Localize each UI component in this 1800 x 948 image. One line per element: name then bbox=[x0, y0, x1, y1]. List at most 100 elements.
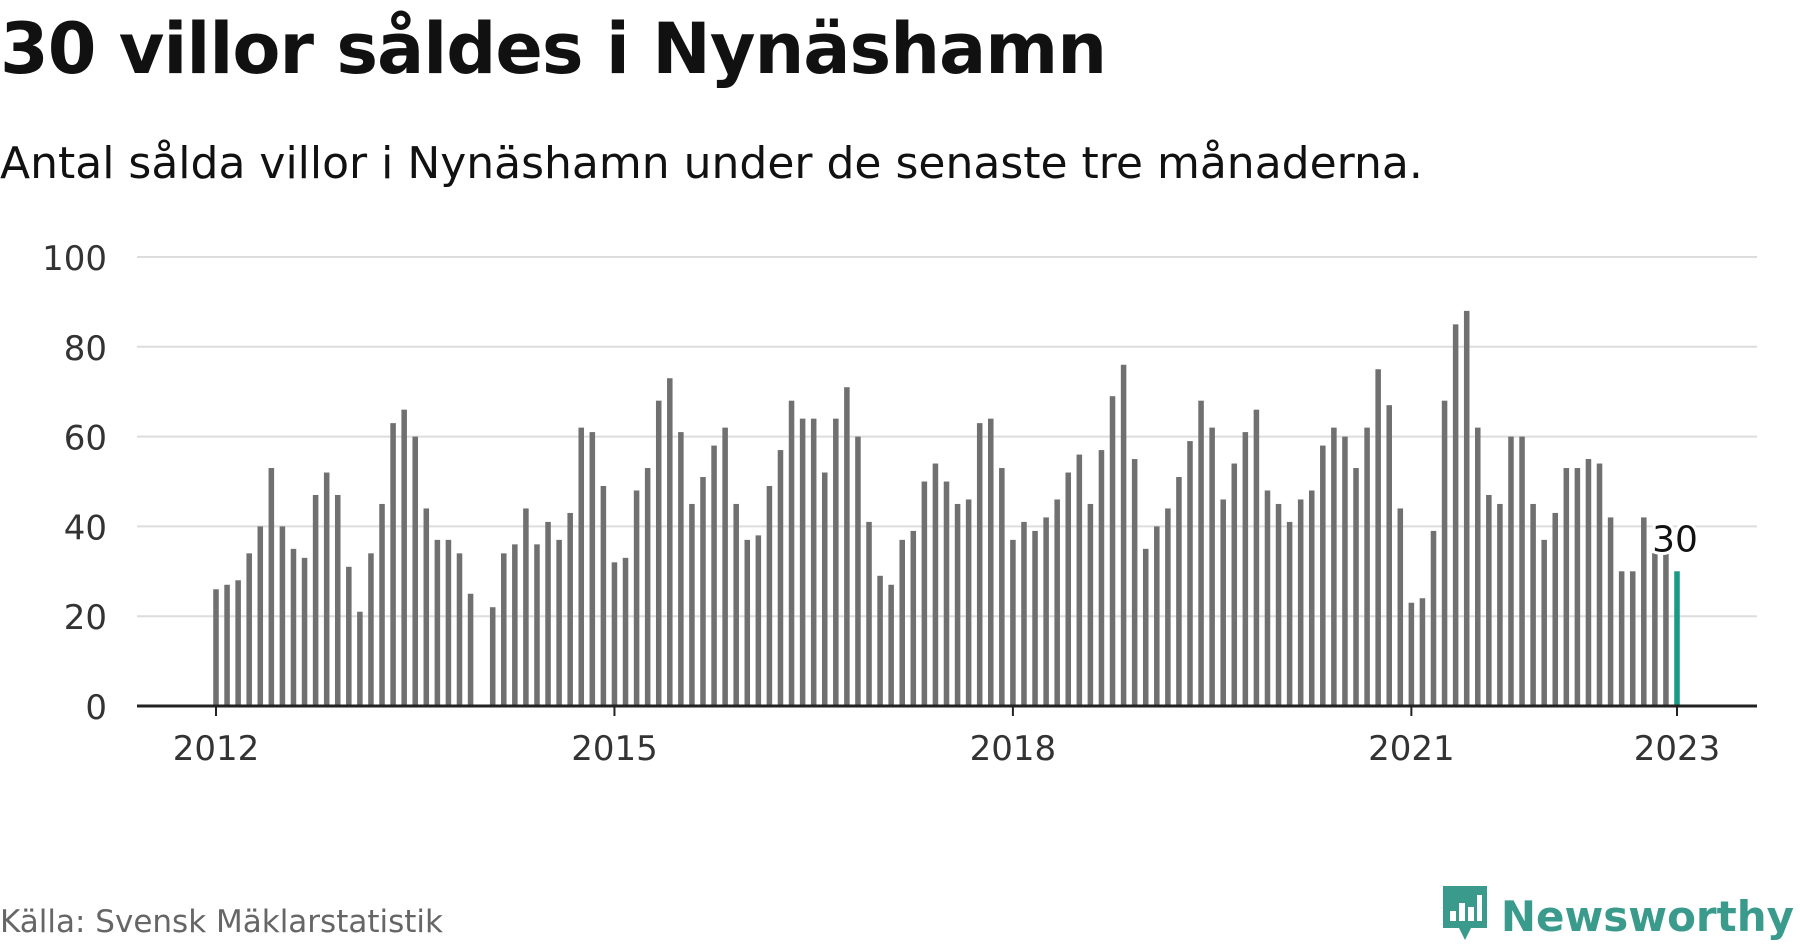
y-tick-label: 40 bbox=[64, 508, 107, 548]
bar bbox=[235, 580, 241, 706]
bar bbox=[567, 512, 573, 706]
bar bbox=[611, 562, 618, 706]
bar bbox=[766, 485, 773, 706]
x-tick-label: 2023 bbox=[1634, 729, 1721, 769]
bar bbox=[1043, 517, 1049, 706]
y-tick-label: 20 bbox=[64, 598, 107, 638]
y-axis-tick-labels: 0 20 40 60 80 100 bbox=[42, 239, 107, 728]
bar bbox=[1331, 427, 1337, 706]
bar bbox=[1231, 463, 1238, 706]
y-tick-label: 60 bbox=[64, 419, 107, 459]
bar bbox=[733, 503, 739, 706]
bar bbox=[622, 557, 629, 706]
bar bbox=[1397, 508, 1404, 706]
bar bbox=[899, 539, 905, 706]
bar bbox=[788, 400, 795, 706]
bar bbox=[1120, 364, 1127, 706]
x-tick-label: 2018 bbox=[970, 729, 1057, 769]
bar bbox=[1364, 427, 1370, 706]
y-tick-label: 100 bbox=[42, 239, 107, 279]
bar bbox=[1220, 499, 1226, 706]
bar bbox=[512, 544, 518, 706]
bar bbox=[412, 436, 418, 706]
bar bbox=[445, 539, 452, 706]
bar bbox=[1010, 539, 1016, 706]
bar bbox=[700, 477, 706, 706]
bar bbox=[545, 521, 551, 706]
bar bbox=[954, 503, 961, 706]
bar bbox=[1541, 539, 1547, 706]
bar bbox=[777, 450, 784, 706]
bar bbox=[1176, 477, 1182, 706]
bar bbox=[1375, 369, 1381, 706]
bar bbox=[844, 387, 850, 706]
bar bbox=[1519, 436, 1525, 706]
bar bbox=[888, 584, 894, 706]
bar bbox=[1463, 310, 1470, 706]
bar bbox=[467, 593, 474, 706]
bar bbox=[1419, 598, 1426, 706]
bar bbox=[1497, 503, 1503, 706]
bar bbox=[1165, 508, 1171, 706]
bar bbox=[976, 423, 983, 706]
bar bbox=[932, 463, 939, 706]
bar bbox=[301, 557, 308, 706]
bar bbox=[368, 553, 374, 706]
bar bbox=[224, 584, 230, 706]
bar bbox=[1629, 571, 1636, 706]
bar bbox=[357, 611, 363, 706]
chart-bubble-icon bbox=[1441, 884, 1489, 948]
bar bbox=[689, 503, 695, 706]
bar bbox=[755, 535, 762, 706]
x-axis-ticks: 2012 2015 2018 2021 2023 bbox=[173, 706, 1721, 769]
bar bbox=[1198, 400, 1204, 706]
bar bbox=[390, 423, 396, 706]
bar bbox=[1264, 490, 1271, 706]
bar bbox=[489, 607, 496, 706]
chart-title: 30 villor såldes i Nynäshamn bbox=[0, 8, 1107, 90]
bar bbox=[1242, 432, 1249, 706]
bar bbox=[965, 499, 972, 706]
bar bbox=[556, 539, 562, 706]
bar bbox=[401, 409, 407, 706]
bar-highlight bbox=[1674, 571, 1680, 706]
bar bbox=[1530, 503, 1536, 706]
bar bbox=[1131, 459, 1138, 706]
bar bbox=[1652, 548, 1658, 706]
y-tick-label: 80 bbox=[64, 329, 107, 369]
bar bbox=[877, 575, 883, 706]
bar bbox=[1618, 571, 1625, 706]
brand-logo[interactable]: Newsworthy bbox=[1441, 884, 1794, 948]
bar bbox=[268, 468, 275, 706]
bar bbox=[1297, 499, 1304, 706]
bar bbox=[1452, 324, 1459, 706]
bar bbox=[1286, 521, 1293, 706]
highlight-value-label: 30 bbox=[1652, 519, 1698, 560]
bar bbox=[1275, 503, 1282, 706]
bar bbox=[534, 544, 540, 706]
bar bbox=[456, 553, 463, 706]
bar bbox=[1563, 468, 1570, 706]
bar bbox=[1353, 468, 1359, 706]
bar bbox=[379, 503, 385, 706]
bar bbox=[434, 539, 441, 706]
bar bbox=[1552, 512, 1559, 706]
bar bbox=[423, 508, 430, 706]
bar bbox=[578, 427, 585, 706]
bar bbox=[866, 521, 872, 706]
bar bbox=[1065, 472, 1072, 706]
bar bbox=[257, 526, 264, 706]
bar bbox=[1209, 427, 1215, 706]
bar bbox=[1032, 530, 1038, 706]
bar bbox=[600, 485, 607, 706]
bar bbox=[744, 539, 751, 706]
bar bbox=[1308, 490, 1315, 706]
bar bbox=[290, 548, 297, 706]
bar bbox=[1154, 526, 1160, 706]
bar bbox=[988, 418, 994, 706]
bar bbox=[1320, 445, 1326, 706]
bar bbox=[312, 494, 319, 706]
bar bbox=[1430, 530, 1437, 706]
x-tick-label: 2021 bbox=[1368, 729, 1455, 769]
bar bbox=[1508, 436, 1514, 706]
